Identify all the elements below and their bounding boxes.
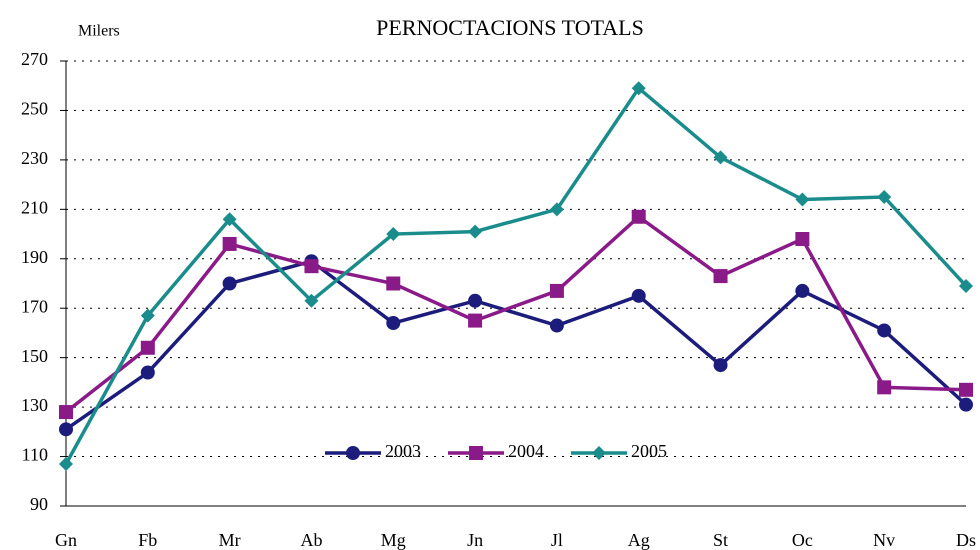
y-tick-label: 210 bbox=[21, 197, 48, 217]
y-axis-label: Milers bbox=[78, 23, 120, 40]
x-tick-label: Gn bbox=[55, 530, 77, 550]
x-tick-label: Nv bbox=[873, 530, 895, 550]
legend-marker bbox=[469, 446, 483, 460]
point bbox=[795, 232, 810, 246]
y-tick-label: 90 bbox=[30, 494, 48, 514]
point bbox=[631, 288, 646, 303]
legend-marker bbox=[592, 446, 606, 460]
y-tick-label: 170 bbox=[21, 296, 48, 316]
series-line bbox=[64, 214, 967, 414]
point bbox=[959, 278, 973, 293]
y-tick-label: 150 bbox=[21, 346, 48, 366]
point bbox=[877, 323, 892, 338]
point bbox=[140, 340, 155, 355]
point bbox=[549, 283, 564, 298]
x-tick-label: Jn bbox=[467, 530, 483, 550]
x-tick-label: Ag bbox=[628, 530, 650, 550]
point bbox=[795, 192, 810, 207]
point bbox=[386, 227, 401, 242]
point bbox=[59, 456, 73, 471]
x-tick-label: Ds bbox=[956, 530, 976, 550]
point bbox=[631, 209, 646, 224]
point bbox=[713, 269, 728, 284]
point bbox=[631, 81, 646, 96]
x-tick-label: Mg bbox=[381, 530, 406, 550]
x-tick-label: Mr bbox=[219, 530, 241, 550]
x-tick-label: St bbox=[713, 530, 728, 550]
x-tick-label: Oc bbox=[792, 530, 813, 550]
point bbox=[304, 259, 319, 274]
chart-title: PERNOCTACIONS TOTALS bbox=[376, 15, 644, 40]
y-tick-label: 230 bbox=[21, 148, 48, 168]
point bbox=[877, 380, 892, 395]
series-line bbox=[65, 259, 968, 431]
point bbox=[795, 283, 810, 298]
y-tick-label: 130 bbox=[21, 395, 48, 415]
point bbox=[222, 276, 237, 291]
y-tick-label: 270 bbox=[21, 49, 48, 69]
point bbox=[549, 318, 564, 333]
y-tick-label: 190 bbox=[21, 247, 48, 267]
point bbox=[713, 150, 728, 165]
point bbox=[386, 316, 401, 331]
point bbox=[468, 293, 483, 308]
point bbox=[877, 189, 892, 204]
y-tick-label: 250 bbox=[21, 99, 48, 119]
x-tick-label: Ab bbox=[300, 530, 322, 550]
point bbox=[468, 313, 483, 328]
x-tick-label: Jl bbox=[551, 530, 563, 550]
point bbox=[222, 236, 237, 251]
x-tick-label: Fb bbox=[138, 530, 157, 550]
point bbox=[959, 382, 973, 397]
series-line bbox=[64, 85, 968, 465]
point bbox=[222, 212, 237, 227]
point bbox=[713, 358, 728, 373]
legend-label: 2005 bbox=[631, 441, 667, 461]
y-tick-label: 110 bbox=[22, 445, 48, 465]
legend-marker bbox=[346, 446, 360, 460]
point bbox=[386, 276, 401, 291]
point bbox=[304, 293, 319, 308]
point bbox=[140, 365, 155, 380]
point bbox=[59, 422, 73, 437]
point bbox=[549, 202, 564, 217]
point bbox=[59, 405, 73, 420]
point bbox=[140, 308, 155, 323]
point bbox=[959, 397, 973, 412]
point bbox=[468, 224, 483, 239]
legend-label: 2003 bbox=[385, 441, 421, 461]
legend-label: 2004 bbox=[508, 441, 544, 461]
